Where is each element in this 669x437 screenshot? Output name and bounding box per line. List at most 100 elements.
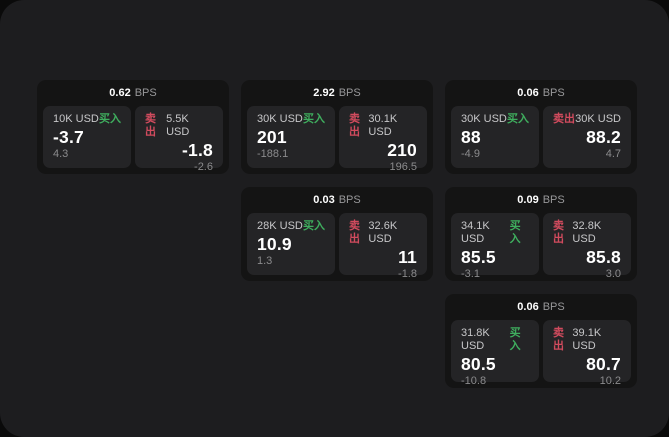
sell-notional: 30K USD [575, 113, 621, 125]
buy-price: -3.7 [53, 127, 84, 147]
sell-side-label: 卖出 [553, 327, 564, 352]
buy-secondary-value: -10.8 [461, 375, 487, 387]
sell-secondary-value: 3.0 [605, 268, 621, 280]
sell-price: 85.8 [586, 247, 621, 267]
buy-sell-panels: 30K USD 买入 201 -188.1 卖出 30.1K USD 210 1… [247, 106, 427, 173]
buy-panel-header: 30K USD 买入 [257, 113, 325, 126]
sell-secondary-value: 196.5 [389, 161, 417, 173]
buy-panel[interactable]: 10K USD 买入 -3.7 4.3 [43, 106, 131, 168]
bps-unit-label: BPS [134, 87, 157, 99]
buy-sell-panels: 28K USD 买入 10.9 1.3 卖出 32.6K USD 11 -1.8 [247, 213, 427, 280]
sell-secondary-value: -1.8 [398, 268, 417, 280]
buy-panel[interactable]: 28K USD 买入 10.9 1.3 [247, 213, 335, 275]
buy-panel[interactable]: 30K USD 买入 201 -188.1 [247, 106, 335, 168]
bps-unit-label: BPS [338, 87, 361, 99]
buy-panel-header: 34.1K USD 买入 [461, 220, 529, 246]
buy-side-label: 买入 [507, 113, 529, 125]
quote-card: 0.62 BPS 10K USD 买入 -3.7 4.3 卖出 [37, 80, 229, 174]
sell-price: -1.8 [182, 140, 213, 160]
buy-panel-header: 31.8K USD 买入 [461, 327, 529, 353]
sell-price: 210 [387, 140, 417, 160]
card-header: 2.92 BPS [247, 80, 427, 106]
spread-bps-value: 0.06 [517, 301, 539, 313]
buy-panel[interactable]: 31.8K USD 买入 80.5 -10.8 [451, 320, 539, 387]
sell-notional: 32.6K USD [368, 220, 398, 245]
buy-panel-header: 10K USD 买入 [53, 113, 121, 126]
buy-sell-panels: 34.1K USD 买入 85.5 -3.1 卖出 32.8K USD 85.8… [451, 213, 631, 280]
sell-notional: 30.1K USD [368, 113, 398, 138]
sell-secondary-value: 10.2 [599, 375, 621, 387]
buy-price: 201 [257, 127, 287, 147]
sell-panel[interactable]: 卖出 30K USD 88.2 4.7 [543, 106, 631, 168]
sell-price: 11 [398, 247, 417, 267]
card-header: 0.06 BPS [451, 80, 631, 106]
buy-side-label: 买入 [509, 220, 521, 245]
buy-secondary-value: -3.1 [461, 268, 480, 280]
spread-bps-value: 2.92 [313, 87, 335, 99]
card-header: 0.03 BPS [247, 187, 427, 213]
sell-panel[interactable]: 卖出 32.8K USD 85.8 3.0 [543, 213, 631, 280]
bps-unit-label: BPS [542, 301, 565, 313]
buy-notional: 28K USD [257, 220, 303, 232]
buy-panel-header: 28K USD 买入 [257, 220, 325, 233]
quote-card: 2.92 BPS 30K USD 买入 201 -188.1 卖出 [241, 80, 433, 174]
quote-card: 0.09 BPS 34.1K USD 买入 85.5 -3.1 卖出 [445, 187, 637, 281]
buy-secondary-value: 4.3 [53, 148, 69, 160]
buy-sell-panels: 31.8K USD 买入 80.5 -10.8 卖出 39.1K USD 80.… [451, 320, 631, 387]
sell-notional: 39.1K USD [572, 327, 602, 352]
sell-side-label: 卖出 [145, 113, 156, 138]
buy-panel[interactable]: 34.1K USD 买入 85.5 -3.1 [451, 213, 539, 280]
quote-card-grid: 0.62 BPS 10K USD 买入 -3.7 4.3 卖出 [37, 80, 637, 388]
sell-panel[interactable]: 卖出 5.5K USD -1.8 -2.6 [135, 106, 223, 173]
buy-sell-panels: 10K USD 买入 -3.7 4.3 卖出 5.5K USD -1.8 -2.… [43, 106, 223, 173]
buy-panel-header: 30K USD 买入 [461, 113, 529, 126]
buy-side-label: 买入 [99, 113, 121, 125]
sell-panel[interactable]: 卖出 39.1K USD 80.7 10.2 [543, 320, 631, 387]
buy-side-label: 买入 [509, 327, 521, 352]
spread-bps-value: 0.06 [517, 87, 539, 99]
sell-side-label: 卖出 [349, 220, 360, 245]
buy-notional: 30K USD [257, 113, 303, 125]
buy-price: 88 [461, 127, 481, 147]
quote-card: 0.03 BPS 28K USD 买入 10.9 1.3 卖出 [241, 187, 433, 281]
sell-panel-header: 卖出 32.8K USD [553, 220, 621, 246]
buy-secondary-value: -188.1 [257, 148, 289, 160]
sell-notional: 5.5K USD [166, 113, 190, 138]
sell-panel-header: 卖出 39.1K USD [553, 327, 621, 353]
quote-card: 0.06 BPS 31.8K USD 买入 80.5 -10.8 卖 [445, 294, 637, 388]
sell-price: 88.2 [586, 127, 621, 147]
sell-side-label: 卖出 [553, 220, 564, 245]
quote-card: 0.06 BPS 30K USD 买入 88 -4.9 卖出 [445, 80, 637, 174]
buy-notional: 10K USD [53, 113, 99, 125]
spread-bps-value: 0.03 [313, 194, 335, 206]
sell-secondary-value: 4.7 [605, 148, 621, 160]
spread-bps-value: 0.62 [109, 87, 131, 99]
sell-panel[interactable]: 卖出 30.1K USD 210 196.5 [339, 106, 427, 173]
bps-unit-label: BPS [542, 87, 565, 99]
sell-side-label: 卖出 [553, 113, 575, 125]
buy-price: 85.5 [461, 247, 496, 267]
buy-price: 10.9 [257, 234, 292, 254]
sell-side-label: 卖出 [349, 113, 360, 138]
buy-secondary-value: 1.3 [257, 255, 273, 267]
buy-notional: 30K USD [461, 113, 507, 125]
buy-sell-panels: 30K USD 买入 88 -4.9 卖出 30K USD 88.2 4.7 [451, 106, 631, 168]
sell-panel-header: 卖出 30K USD [553, 113, 621, 126]
card-header: 0.06 BPS [451, 294, 631, 320]
sell-panel[interactable]: 卖出 32.6K USD 11 -1.8 [339, 213, 427, 280]
sell-secondary-value: -2.6 [194, 161, 213, 173]
buy-secondary-value: -4.9 [461, 148, 480, 160]
buy-notional: 34.1K USD [461, 220, 490, 245]
sell-panel-header: 卖出 5.5K USD [145, 113, 213, 139]
sell-price: 80.7 [586, 354, 621, 374]
bps-unit-label: BPS [338, 194, 361, 206]
card-header: 0.09 BPS [451, 187, 631, 213]
buy-panel[interactable]: 30K USD 买入 88 -4.9 [451, 106, 539, 168]
sell-panel-header: 卖出 32.6K USD [349, 220, 417, 246]
spread-bps-value: 0.09 [517, 194, 539, 206]
sell-notional: 32.8K USD [572, 220, 602, 245]
bps-unit-label: BPS [542, 194, 565, 206]
sell-panel-header: 卖出 30.1K USD [349, 113, 417, 139]
